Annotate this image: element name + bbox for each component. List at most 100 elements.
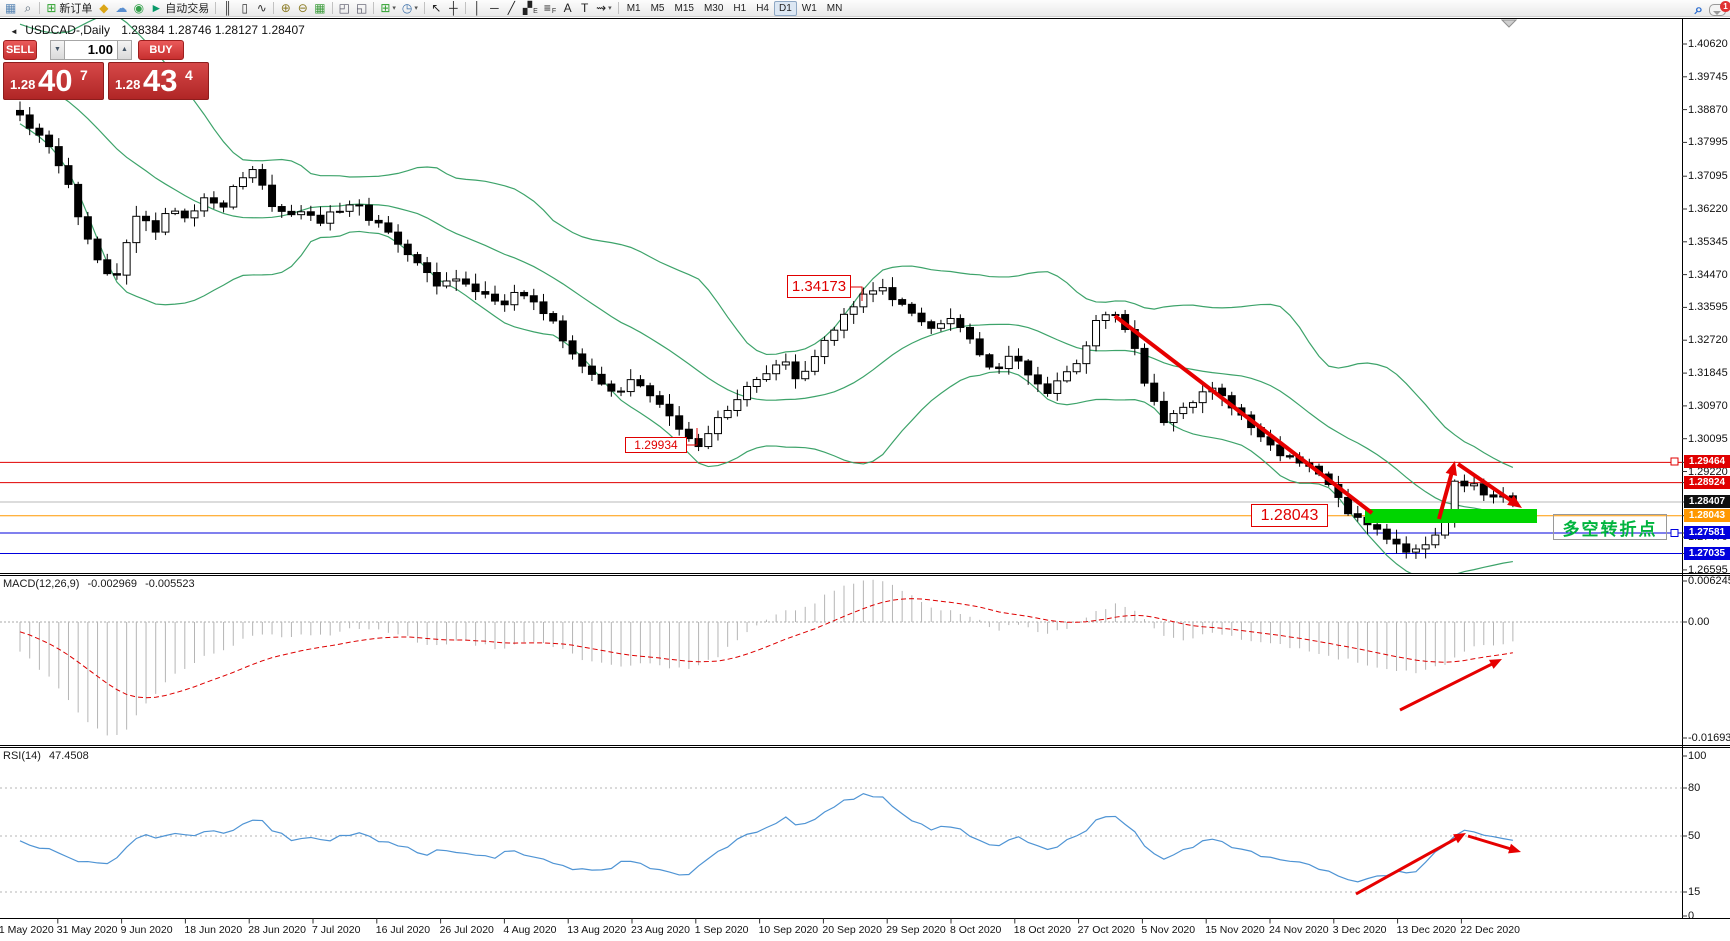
price-annotation-high[interactable]: 1.34173	[787, 275, 851, 298]
timeframe-w1[interactable]: W1	[801, 2, 817, 14]
price-annotation-zone[interactable]: 1.28043	[1251, 504, 1328, 527]
sell-button[interactable]: SELL	[3, 39, 37, 60]
price-annotation-low[interactable]: 1.29934	[625, 437, 687, 453]
candles-mode-icon: ▯	[241, 1, 249, 15]
arrows-tool-button[interactable]: ⇝ ▾	[593, 1, 615, 16]
axis-tick-label: 1.32720	[1688, 334, 1728, 347]
timeframe-d1[interactable]: D1	[774, 0, 797, 16]
axis-tick-label: 1.39745	[1688, 70, 1728, 83]
buy-button[interactable]: BUY	[138, 39, 184, 60]
toolbar-separator	[464, 2, 466, 14]
dropdown-icon[interactable]: ▾	[392, 5, 396, 12]
chat-icon[interactable]: 1	[1709, 0, 1730, 16]
macd-signal-value: -0.005523	[145, 578, 195, 590]
mql5-community-icon: ☁	[115, 1, 128, 15]
add-indicator-button[interactable]: ⊞ ▾	[377, 1, 399, 16]
axis-tick-label: 1.31845	[1688, 367, 1728, 380]
cursor-button[interactable]: ↖	[428, 1, 445, 16]
line-mode-button[interactable]: ∿	[253, 1, 270, 16]
timeframe-m30[interactable]: M30	[703, 2, 724, 14]
profiles-button[interactable]: ⌕	[19, 1, 36, 16]
axis-tick-label: 100	[1688, 750, 1707, 762]
crosshair-button[interactable]: ┼	[445, 1, 462, 16]
macd-value: -0.002969	[87, 578, 138, 590]
signals-button[interactable]: ◉	[130, 1, 147, 16]
notification-badge: 1	[1720, 0, 1730, 12]
price-flag: 1.28407	[1684, 495, 1730, 508]
zoom-out-button[interactable]: ⊖	[294, 1, 311, 16]
candles-mode-button[interactable]: ▯	[236, 1, 253, 16]
hline-tool-button[interactable]: ─	[486, 1, 503, 16]
timeframe-m1[interactable]: M1	[626, 2, 641, 14]
arrows-tool-icon: ⇝	[596, 1, 607, 15]
template-window-button[interactable]: ◱	[353, 1, 370, 16]
indicator-window-button[interactable]: ◰	[336, 1, 353, 16]
new-order-button-label: 新订单	[59, 3, 93, 15]
vline-tool-button[interactable]: │	[469, 1, 486, 16]
auto-trading-button[interactable]: ► 自动交易	[147, 1, 212, 16]
volume-up-button[interactable]: ▲	[117, 39, 132, 60]
sell-price-big: 40	[38, 63, 73, 98]
bars-mode-button[interactable]: ║	[219, 1, 236, 16]
tool-sub-label: E	[533, 7, 538, 15]
zoom-in-button[interactable]: ⊕	[277, 1, 294, 16]
symbol-title: USDCAD-,Daily	[25, 23, 110, 37]
tile-windows-button[interactable]: ▦	[311, 1, 328, 16]
timeframe-m5[interactable]: M5	[650, 2, 665, 14]
search-icon[interactable]: ⌕	[1694, 1, 1703, 18]
bars-mode-icon: ║	[223, 1, 233, 15]
turning-point-label[interactable]: 多空转折点	[1553, 514, 1667, 540]
text-tool-button[interactable]: A	[559, 1, 576, 16]
cursor-icon: ↖	[431, 1, 442, 15]
volume-down-button[interactable]: ▼	[50, 39, 65, 60]
price-flag: 1.27581	[1684, 526, 1730, 539]
axis-tick-label: 1.38870	[1688, 103, 1728, 116]
buy-price-big: 43	[143, 63, 178, 98]
toolbar-separator	[617, 2, 619, 14]
template-window-icon: ◱	[355, 1, 368, 15]
axis-tick-label: -0.016933	[1688, 732, 1730, 744]
timeframe-mn[interactable]: MN	[826, 2, 843, 14]
mql5-community-button[interactable]: ☁	[112, 1, 130, 16]
dropdown-icon[interactable]: ▾	[608, 5, 612, 12]
axis-tick-label: 1.26595	[1688, 563, 1728, 576]
buy-price-base: 1.28	[115, 77, 141, 92]
channel-tool-button[interactable]: ▞ E	[520, 1, 541, 16]
hline-tool-icon: ─	[490, 1, 499, 15]
new-chart-button[interactable]: ▦	[2, 1, 19, 16]
axis-tick-label: 50	[1688, 830, 1701, 842]
dropdown-icon[interactable]: ▾	[414, 5, 418, 12]
new-order-button[interactable]: ⊞ 新订单	[43, 1, 95, 16]
toolbar-separator	[39, 2, 41, 14]
timeframe-m15[interactable]: M15	[674, 2, 694, 14]
axis-tick-label: 0	[1688, 910, 1695, 922]
main-toolbar: ▦ ⌕ ⊞ 新订单 ◆ ☁ ◉ ► 自动交易 ║ ▯ ∿ ⊕ ⊖ ▦ ◰ ◱ ⊞ ▾ ◷ ▾ ↖ ┼ │ ─ ╱ ▞ E ≡ F A T ⇝ ▾ …	[0, 0, 1730, 18]
axis-tick-label: 15	[1688, 886, 1701, 898]
axis-tick-label: 1.37995	[1688, 136, 1728, 149]
toolbar-separator	[215, 2, 217, 14]
periods-button[interactable]: ◷ ▾	[399, 1, 421, 16]
rsi-value: 47.4508	[48, 750, 89, 762]
timeframe-h1[interactable]: H1	[733, 2, 747, 14]
timeframe-h4[interactable]: H4	[756, 2, 769, 14]
price-flag: 1.28043	[1684, 508, 1730, 522]
toolbar-separator	[423, 2, 425, 14]
rsi-name: RSI(14)	[3, 750, 41, 762]
auto-trading-button-label: 自动交易	[165, 3, 210, 15]
rsi-label: RSI(14) 47.4508	[3, 750, 94, 762]
buy-price-box[interactable]: 1.28 43 4	[108, 62, 209, 100]
text-tool-icon: A	[563, 1, 572, 15]
metaeditor-button[interactable]: ◆	[95, 1, 112, 16]
new-order-icon: ⊞	[46, 1, 57, 15]
trendline-tool-button[interactable]: ╱	[503, 1, 520, 16]
fibonacci-tool-button[interactable]: ≡ F	[541, 1, 559, 16]
axis-tick-label: 1.33595	[1688, 301, 1728, 314]
axis-tick-label: 80	[1688, 782, 1701, 794]
volume-field[interactable]: 1.00	[65, 39, 117, 60]
sell-price-box[interactable]: 1.28 40 7	[3, 62, 104, 100]
one-click-trading-panel: SELL ▼ 1.00 ▲ BUY 1.28 40 7 1.28 43 4	[3, 39, 213, 100]
indicator-window-icon: ◰	[338, 1, 350, 15]
axis-tick-label: 1.37095	[1688, 170, 1728, 183]
label-tool-button[interactable]: T	[576, 1, 593, 16]
